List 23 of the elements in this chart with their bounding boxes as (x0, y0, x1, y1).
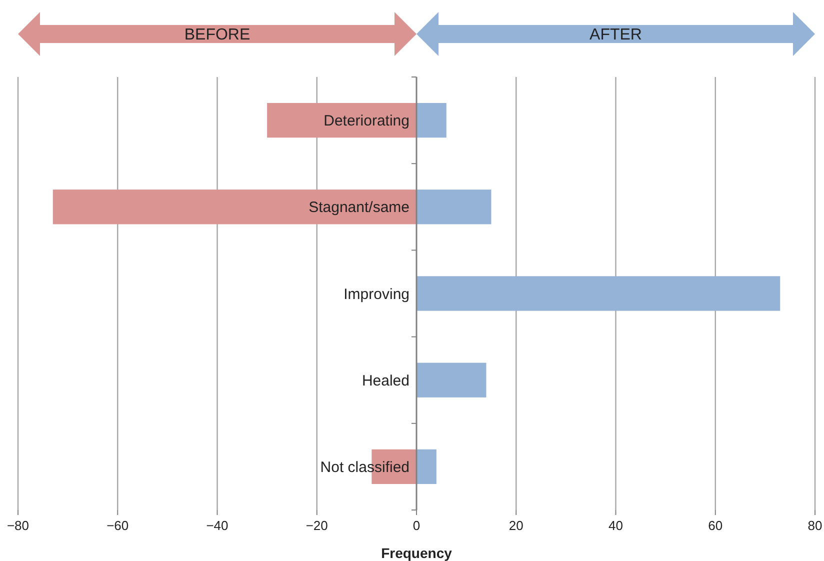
x-tick-label: 80 (808, 518, 822, 533)
y-tick-label: Improving (344, 286, 410, 303)
y-tick-label: Healed (362, 372, 410, 390)
x-tick-label: 60 (708, 518, 723, 533)
text: BEFORE (184, 26, 250, 44)
bar (416, 362, 486, 398)
text: AFTER (590, 26, 642, 44)
y-tick-label: Stagnant/same (308, 199, 410, 216)
bar (416, 276, 780, 311)
x-tick-label: −20 (306, 518, 328, 533)
bar (416, 449, 436, 484)
x-tick-label: 20 (508, 518, 524, 533)
x-tick-label: −60 (106, 518, 129, 533)
bar (267, 102, 416, 138)
x-tick-label: 0 (412, 518, 420, 533)
bar (52, 190, 416, 224)
bar (416, 190, 492, 224)
x-tick-label: −40 (206, 518, 228, 533)
x-tick-label: −80 (6, 518, 30, 533)
y-tick-label: Deteriorating (324, 112, 410, 130)
x-tick-label: 40 (608, 518, 623, 533)
bar (416, 102, 446, 138)
x-axis-title: Frequency (381, 545, 452, 561)
